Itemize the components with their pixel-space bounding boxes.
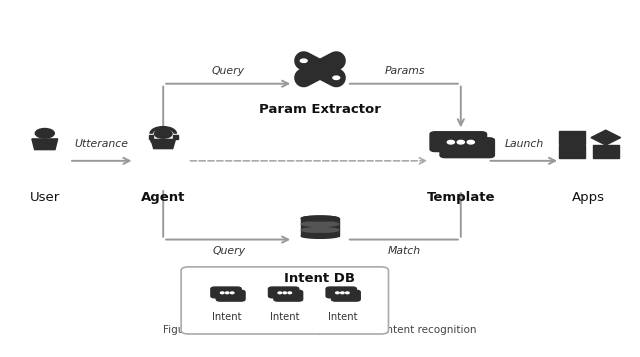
Text: Utterance: Utterance xyxy=(75,139,129,149)
Polygon shape xyxy=(151,140,175,149)
Bar xyxy=(301,218,339,224)
Circle shape xyxy=(220,292,224,294)
Polygon shape xyxy=(32,139,58,150)
Text: Launch: Launch xyxy=(505,139,545,149)
Bar xyxy=(593,145,619,158)
Text: Figure 3: The workflow of template-based intent recognition: Figure 3: The workflow of template-based… xyxy=(163,325,477,335)
Circle shape xyxy=(447,140,454,144)
FancyBboxPatch shape xyxy=(211,287,241,298)
Polygon shape xyxy=(591,130,621,145)
Text: Match: Match xyxy=(388,246,421,256)
FancyBboxPatch shape xyxy=(216,290,245,301)
Text: Intent DB: Intent DB xyxy=(285,272,355,285)
Text: Query: Query xyxy=(212,246,246,256)
Bar xyxy=(148,135,154,139)
Circle shape xyxy=(35,129,54,138)
FancyBboxPatch shape xyxy=(326,287,356,298)
Ellipse shape xyxy=(301,216,339,221)
Polygon shape xyxy=(333,296,339,299)
Circle shape xyxy=(154,129,172,138)
Circle shape xyxy=(336,292,339,294)
FancyBboxPatch shape xyxy=(332,290,360,301)
Circle shape xyxy=(346,292,349,294)
Text: Template: Template xyxy=(426,191,495,204)
Text: Intent: Intent xyxy=(212,312,242,322)
Ellipse shape xyxy=(301,228,339,232)
Bar xyxy=(559,131,585,144)
Circle shape xyxy=(225,292,229,294)
Circle shape xyxy=(467,140,474,144)
Circle shape xyxy=(278,292,282,294)
Circle shape xyxy=(283,292,287,294)
FancyBboxPatch shape xyxy=(440,138,495,158)
Circle shape xyxy=(155,141,158,142)
Text: Apps: Apps xyxy=(572,191,605,204)
Ellipse shape xyxy=(301,216,339,221)
Bar xyxy=(173,135,178,139)
FancyBboxPatch shape xyxy=(181,267,388,334)
Text: Intent: Intent xyxy=(270,312,300,322)
Circle shape xyxy=(333,76,340,80)
Bar xyxy=(301,230,339,236)
Circle shape xyxy=(288,292,292,294)
Polygon shape xyxy=(441,149,454,155)
Ellipse shape xyxy=(301,233,339,238)
Text: Agent: Agent xyxy=(141,191,186,204)
Polygon shape xyxy=(275,296,282,299)
Circle shape xyxy=(300,59,307,62)
FancyBboxPatch shape xyxy=(274,290,303,301)
Circle shape xyxy=(457,140,465,144)
Text: Query: Query xyxy=(212,66,245,76)
FancyBboxPatch shape xyxy=(430,132,486,152)
Bar xyxy=(559,145,585,158)
Text: Intent: Intent xyxy=(328,312,357,322)
Circle shape xyxy=(230,292,234,294)
Ellipse shape xyxy=(301,222,339,226)
Circle shape xyxy=(330,74,343,81)
Polygon shape xyxy=(218,296,224,299)
FancyBboxPatch shape xyxy=(269,287,299,298)
Text: User: User xyxy=(29,191,60,204)
Circle shape xyxy=(297,57,310,64)
Text: Param Extractor: Param Extractor xyxy=(259,103,381,116)
Circle shape xyxy=(340,292,344,294)
Bar xyxy=(301,224,339,230)
Text: Params: Params xyxy=(384,66,425,76)
